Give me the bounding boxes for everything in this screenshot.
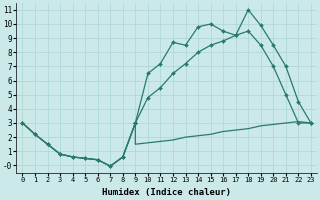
X-axis label: Humidex (Indice chaleur): Humidex (Indice chaleur): [102, 188, 231, 197]
